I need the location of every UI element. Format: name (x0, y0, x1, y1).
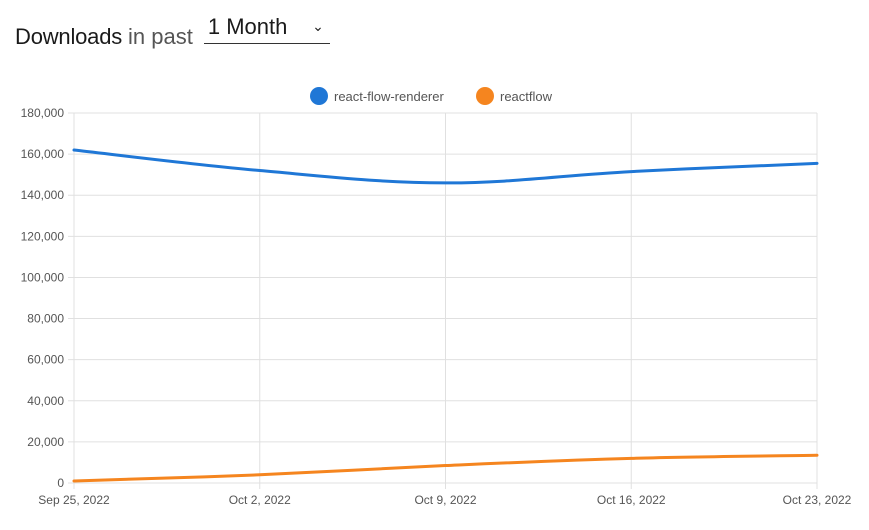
x-tick-label: Oct 16, 2022 (597, 493, 666, 507)
y-tick-label: 100,000 (21, 270, 65, 284)
y-tick-label: 120,000 (21, 229, 65, 243)
downloads-title: Downloads (15, 24, 123, 49)
series-line-react-flow-renderer (72, 148, 819, 185)
y-tick-label: 20,000 (27, 435, 64, 449)
y-tick-label: 80,000 (27, 312, 64, 326)
legend-label: react-flow-renderer (334, 89, 444, 104)
series-lines (72, 148, 819, 483)
y-tick-label: 40,000 (27, 394, 64, 408)
y-tick-label: 0 (57, 476, 64, 490)
period-select-value: 1 Month (207, 14, 288, 39)
period-select[interactable]: 1 Month ⌄ (203, 12, 330, 44)
legend-swatch (310, 87, 328, 105)
axes: 0 20,000 40,000 60,000 80,000 100,000 120,000 1… (21, 106, 852, 507)
series-line-reactflow (72, 453, 819, 483)
downloads-header: Downloads in past 1 Month ⌄ (15, 12, 330, 50)
y-tick-label: 60,000 (27, 353, 64, 367)
chevron-down-icon: ⌄ (312, 18, 324, 34)
grid (68, 112, 818, 489)
legend-label: reactflow (500, 89, 553, 104)
y-tick-label: 160,000 (21, 147, 65, 161)
legend-swatch (476, 87, 494, 105)
y-tick-label: 180,000 (21, 106, 65, 120)
x-tick-label: Oct 23, 2022 (783, 493, 852, 507)
y-tick-label: 140,000 (21, 188, 65, 202)
x-tick-label: Oct 2, 2022 (229, 493, 291, 507)
legend: react-flow-renderer reactflow (310, 87, 553, 105)
x-tick-label: Sep 25, 2022 (38, 493, 110, 507)
downloads-subtitle: in past (128, 24, 193, 49)
x-tick-label: Oct 9, 2022 (414, 493, 476, 507)
